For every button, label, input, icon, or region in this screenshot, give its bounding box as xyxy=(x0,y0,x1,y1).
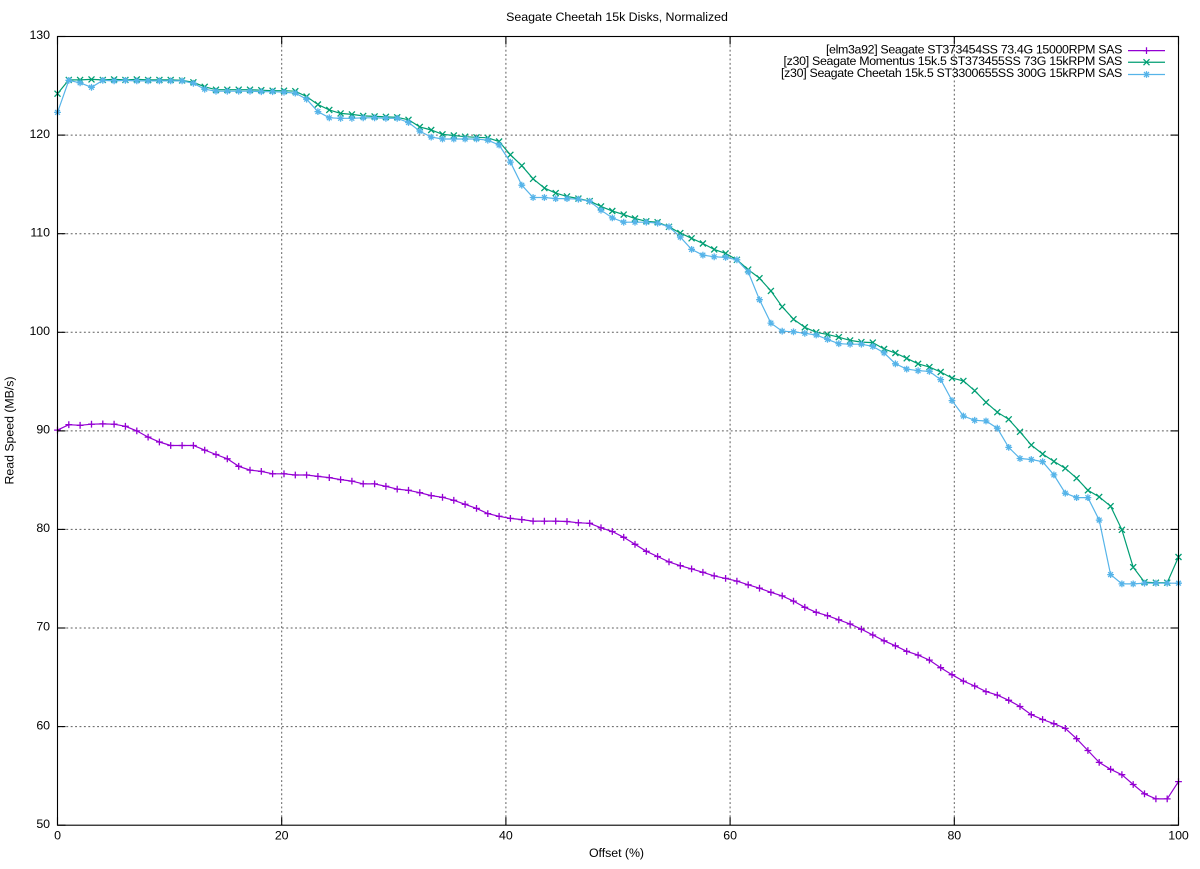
svg-text:[z30] Seagate Momentus 15k.5 S: [z30] Seagate Momentus 15k.5 ST373455SS … xyxy=(783,54,1122,68)
svg-text:0: 0 xyxy=(54,829,61,843)
svg-text:Seagate Cheetah 15k Disks, Nor: Seagate Cheetah 15k Disks, Normalized xyxy=(506,10,728,24)
svg-text:40: 40 xyxy=(499,829,513,843)
svg-text:[z30] Seagate Cheetah 15k.5 ST: [z30] Seagate Cheetah 15k.5 ST3300655SS … xyxy=(781,66,1122,80)
svg-text:110: 110 xyxy=(30,225,50,239)
svg-text:80: 80 xyxy=(36,521,50,535)
svg-text:90: 90 xyxy=(36,423,50,437)
svg-text:[elm3a92] Seagate ST373454SS 7: [elm3a92] Seagate ST373454SS 73.4G 15000… xyxy=(826,42,1122,56)
svg-text:60: 60 xyxy=(723,829,737,843)
svg-text:20: 20 xyxy=(275,829,289,843)
svg-text:Read Speed (MB/s): Read Speed (MB/s) xyxy=(2,377,16,485)
svg-text:100: 100 xyxy=(29,324,50,338)
svg-text:60: 60 xyxy=(36,718,50,732)
svg-text:100: 100 xyxy=(1168,829,1189,843)
svg-text:120: 120 xyxy=(29,127,50,141)
svg-text:Offset (%): Offset (%) xyxy=(589,846,644,860)
svg-text:50: 50 xyxy=(36,817,50,831)
svg-text:130: 130 xyxy=(29,28,50,42)
svg-text:80: 80 xyxy=(947,829,961,843)
svg-text:70: 70 xyxy=(36,620,50,634)
